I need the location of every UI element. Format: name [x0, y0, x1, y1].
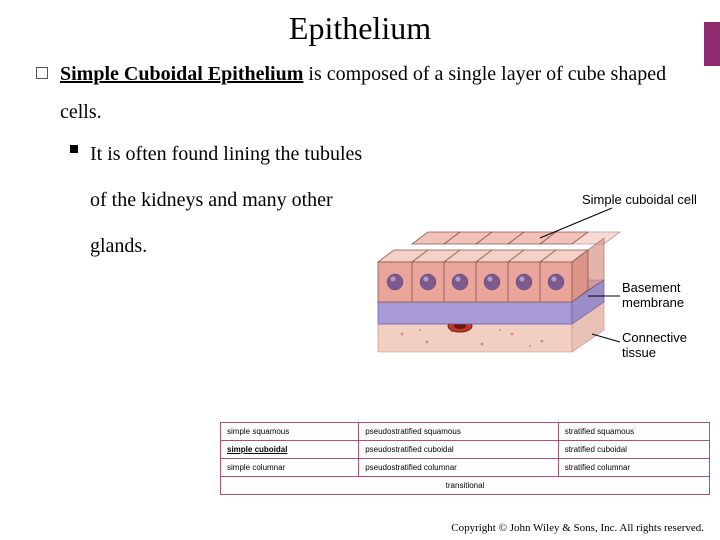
sub-point-text: It is often found lining the tubules of …: [90, 131, 380, 269]
table-row: simple columnar pseudostratified columna…: [221, 459, 710, 477]
diagram-label-membrane-2: membrane: [622, 295, 684, 310]
cell-transitional[interactable]: transitional: [221, 477, 710, 495]
cell-simple-cuboidal[interactable]: simple cuboidal: [221, 441, 359, 459]
lead-term: Simple Cuboidal Epithelium: [60, 63, 303, 85]
cell-strat-squamous[interactable]: stratified squamous: [558, 423, 709, 441]
diagram-label-tissue-1: Connective: [622, 330, 687, 345]
diagram-label-tissue-2: tissue: [622, 345, 656, 360]
solid-bullet-icon: [70, 145, 78, 153]
accent-bar: [704, 22, 720, 66]
cell-simple-columnar[interactable]: simple columnar: [221, 459, 359, 477]
bullet-main: Simple Cuboidal Epithelium is composed o…: [36, 55, 696, 131]
table-row: simple squamous pseudostratified squamou…: [221, 423, 710, 441]
epithelium-diagram: Simple cuboidal cell Basement membrane C…: [372, 184, 700, 384]
cell-strat-cuboidal[interactable]: stratified cuboidal: [558, 441, 709, 459]
cell-pseudo-cuboidal[interactable]: pseudostratified cuboidal: [359, 441, 559, 459]
diagram-label-membrane-1: Basement: [622, 280, 681, 295]
square-bullet-icon: [36, 67, 48, 79]
cell-strat-columnar[interactable]: stratified columnar: [558, 459, 709, 477]
cell-pseudo-columnar[interactable]: pseudostratified columnar: [359, 459, 559, 477]
cell-pseudo-squamous[interactable]: pseudostratified squamous: [359, 423, 559, 441]
table-row: transitional: [221, 477, 710, 495]
slide-title: Epithelium: [0, 0, 720, 51]
copyright-notice: Copyright © John Wiley & Sons, Inc. All …: [451, 522, 704, 534]
cell-simple-squamous[interactable]: simple squamous: [221, 423, 359, 441]
types-table-container: simple squamous pseudostratified squamou…: [220, 422, 710, 495]
diagram-label-cell: Simple cuboidal cell: [582, 192, 697, 207]
epithelium-types-table: simple squamous pseudostratified squamou…: [220, 422, 710, 495]
table-row: simple cuboidal pseudostratified cuboida…: [221, 441, 710, 459]
bullet-main-text: Simple Cuboidal Epithelium is composed o…: [60, 55, 696, 131]
